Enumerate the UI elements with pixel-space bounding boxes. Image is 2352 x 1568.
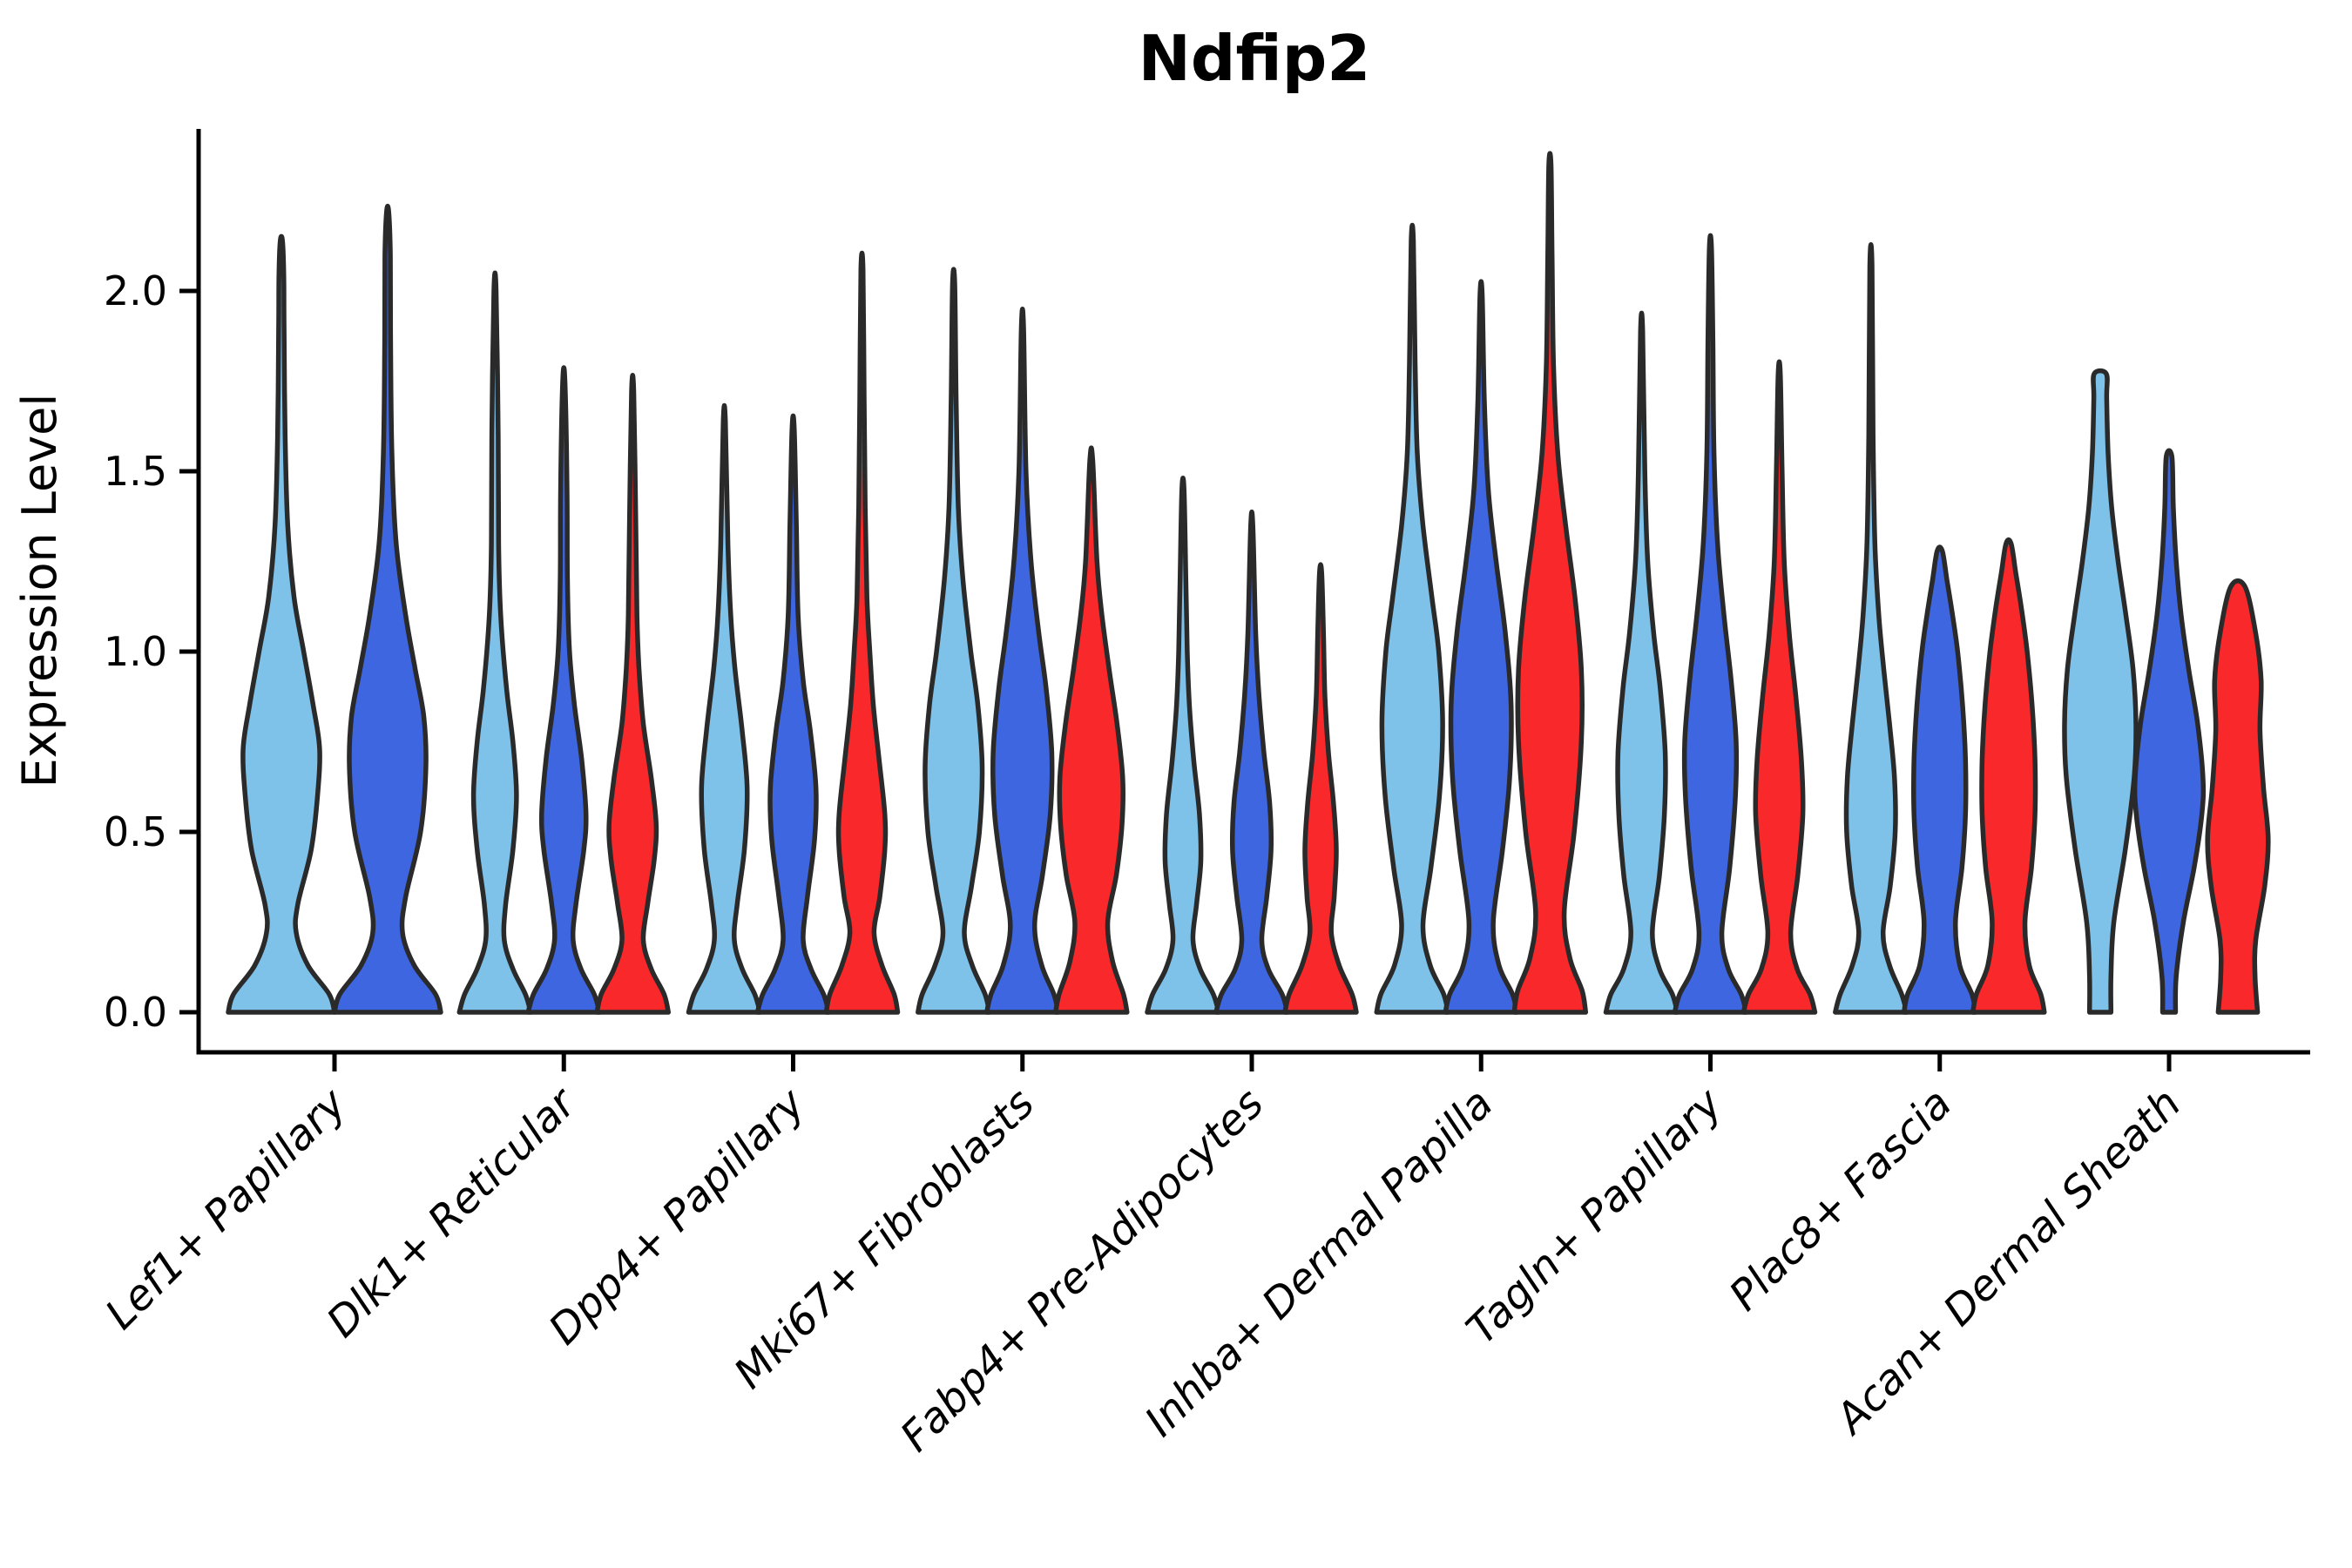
violin-fabp4-pre-adipocytes-red: [1282, 562, 1359, 1015]
violin-inhba-dermal-papilla-red: [1511, 151, 1589, 1015]
y-axis-label: Expression Level: [12, 394, 67, 788]
violin-acan-dermal-sheath-royalblue: [2132, 448, 2207, 1015]
violin-acan-dermal-sheath-skyblue: [2062, 368, 2139, 1015]
violin-mki67-fibroblasts-red: [1053, 445, 1130, 1015]
violin-mki67-fibroblasts-skyblue: [916, 267, 992, 1015]
violin-mki67-fibroblasts-royalblue: [984, 306, 1061, 1015]
chart-title: Ndfip2: [1139, 22, 1371, 95]
violin-dpp4-papillary-royalblue: [754, 413, 832, 1015]
violin-dpp4-papillary-red: [823, 250, 901, 1015]
violin-dpp4-papillary-skyblue: [686, 402, 763, 1015]
violin-fabp4-pre-adipocytes-skyblue: [1145, 476, 1221, 1015]
violin-fabp4-pre-adipocytes-royalblue: [1213, 509, 1290, 1015]
violin-tagln-papillary-royalblue: [1672, 233, 1749, 1015]
violin-tagln-papillary-skyblue: [1603, 310, 1680, 1015]
violin-inhba-dermal-papilla-royalblue: [1443, 279, 1520, 1015]
x-tick-label: Plac8+ Fascia: [1720, 1079, 1962, 1321]
violin-lef1-papillary-skyblue: [226, 233, 337, 1015]
violin-inhba-dermal-papilla-skyblue: [1374, 222, 1451, 1015]
violin-dlk1-reticular-royalblue: [525, 365, 603, 1015]
violin-dlk1-reticular-red: [594, 373, 672, 1015]
violin-tagln-papillary-red: [1740, 359, 1818, 1015]
x-tick-label: Fabp4+ Pre-Adipocytes: [891, 1079, 1274, 1462]
violin-lef1-papillary-royalblue: [332, 203, 443, 1015]
y-tick-label: 0.0: [104, 989, 167, 1036]
x-tick-label: Lef1+ Papillary: [96, 1078, 356, 1339]
violin-plac8-fascia-skyblue: [1833, 242, 1909, 1015]
violin-plac8-fascia-red: [1970, 537, 2047, 1015]
x-tick-label: Dpp4+ Papillary: [539, 1078, 814, 1354]
violin-dlk1-reticular-skyblue: [456, 270, 534, 1015]
y-tick-label: 0.5: [104, 808, 167, 855]
y-tick-label: 1.0: [104, 628, 167, 675]
violins: [226, 151, 2271, 1015]
violin-plac8-fascia-royalblue: [1902, 544, 1978, 1015]
y-tick-label: 1.5: [104, 448, 167, 495]
violin-acan-dermal-sheath-red: [2205, 578, 2271, 1015]
y-tick-label: 2.0: [104, 267, 167, 314]
x-tick-label: Tagln+ Papillary: [1457, 1078, 1733, 1354]
x-tick-label: Dlk1+ Reticular: [318, 1078, 588, 1348]
